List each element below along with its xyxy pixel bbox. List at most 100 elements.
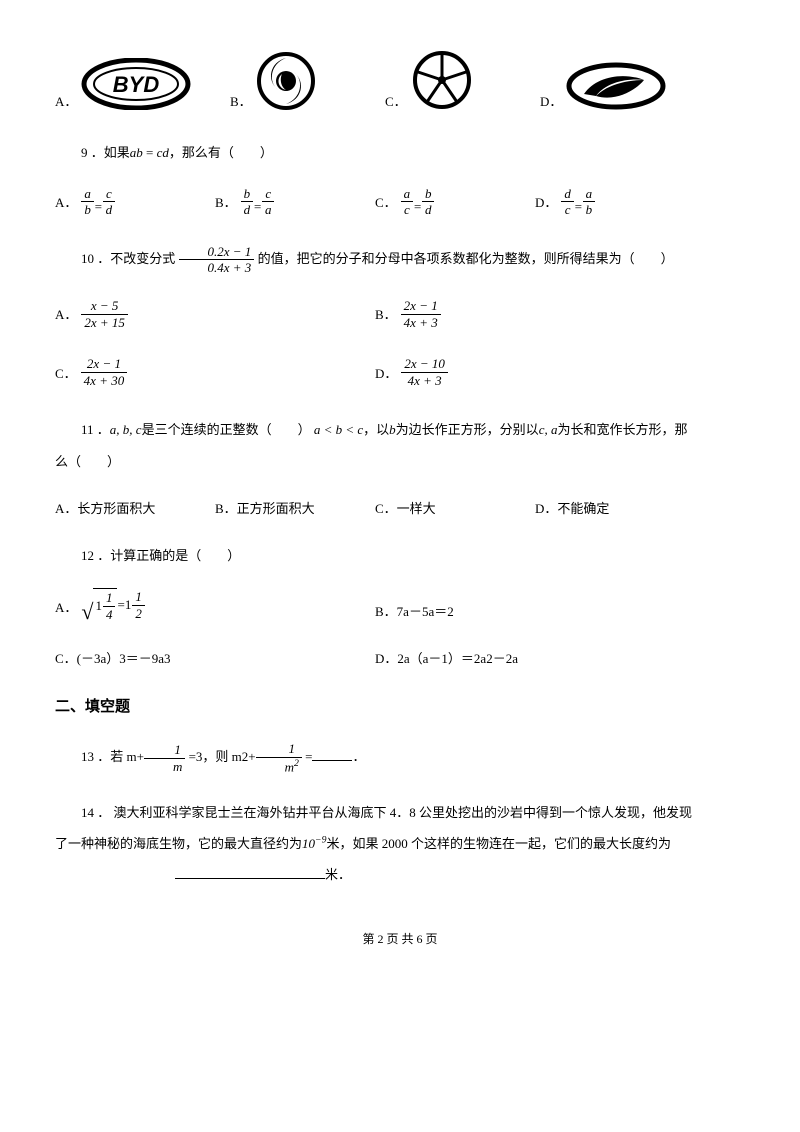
q9-a-num-r: c xyxy=(103,186,116,203)
q12-a-rwhole: 1 xyxy=(125,595,132,616)
section-2-heading: 二、填空题 xyxy=(55,695,745,719)
q12-stem: 12 ．计算正确的是（ ） xyxy=(55,546,745,567)
q9-a-num-l: a xyxy=(81,186,94,203)
q9-c-eq: = xyxy=(413,197,422,218)
q12-a-label: A． xyxy=(55,598,77,623)
q11-options: A．长方形面积大 B．正方形面积大 C．一样大 D．不能确定 xyxy=(55,499,745,520)
q9-stem-prefix: 9 ．如果 xyxy=(81,145,130,160)
q12-a-sden: 4 xyxy=(103,607,116,623)
q9-d-den-l: c xyxy=(561,202,574,218)
q14-exp-base: 10 xyxy=(302,836,315,851)
q10-options-row2: C． 2x − 14x + 30 D． 2x − 104x + 3 xyxy=(55,356,745,388)
q11-opt-c: C．一样大 xyxy=(375,499,436,520)
q9-eq-rhs: cd xyxy=(157,145,169,160)
q12-a-expr: √ 114 = 112 xyxy=(81,588,144,622)
q9-b-den-l: d xyxy=(241,202,254,218)
q12-options-row1: A． √ 114 = 112 B．7a－5a＝2 xyxy=(55,588,745,622)
q8-opt-c-label: C． xyxy=(385,92,407,117)
q10-a-num: x − 5 xyxy=(81,298,128,315)
q11-ca: c, a xyxy=(539,422,558,437)
star-wheel-logo-icon xyxy=(411,50,473,117)
q10-a-den: 2x + 15 xyxy=(81,315,128,331)
q11-ineq: a < b < c xyxy=(314,422,363,437)
swirl-logo-icon xyxy=(256,52,316,117)
q13-p1: 13 ．若 m+ xyxy=(81,749,144,764)
q13-f2num: 1 xyxy=(256,741,302,758)
q9-d-eq: = xyxy=(574,197,583,218)
q9-b-label: B． xyxy=(215,193,237,218)
q13-blank xyxy=(312,747,352,761)
q12-a-rnum: 1 xyxy=(132,589,145,606)
q11-opt-b: B．正方形面积大 xyxy=(215,499,315,520)
q9-b-num-l: b xyxy=(241,186,254,203)
q11-p6: 么（ ） xyxy=(55,454,120,469)
q14-p1: 14 ． 澳大利亚科学家昆士兰在海外钻井平台从海底下 4．8 公里处挖出的沙岩中… xyxy=(81,805,692,820)
q10-options-row1: A． x − 52x + 15 B． 2x − 14x + 3 xyxy=(55,298,745,330)
q12-opt-c: C．(－3a）3＝－9a3 xyxy=(55,649,171,670)
q10-b-num: 2x − 1 xyxy=(401,298,441,315)
q10-d-den: 4x + 3 xyxy=(401,373,448,389)
q14-exp-pow: −9 xyxy=(315,835,326,846)
q9-a-eq: = xyxy=(94,197,103,218)
q9-c-den-r: d xyxy=(422,202,435,218)
q10-c-num: 2x − 1 xyxy=(81,356,128,373)
q12-a-rden: 2 xyxy=(132,606,145,622)
q9-c-den-l: c xyxy=(401,202,414,218)
q13-p4: ． xyxy=(352,749,365,764)
q10-c-label: C． xyxy=(55,364,77,389)
q10-stem-prefix: 10 ．不改变分式 xyxy=(81,251,175,266)
q12-a-lwhole: 1 xyxy=(95,596,102,617)
q11-opt-d: D．不能确定 xyxy=(535,499,609,520)
q13-f1den: m xyxy=(144,759,185,775)
q8-opt-b-label: B． xyxy=(230,92,252,117)
q11-p4: 为边长作正方形，分别以 xyxy=(396,422,539,437)
q9-eq-sign: = xyxy=(143,145,157,160)
q10-a-label: A． xyxy=(55,305,77,330)
q10-stem-num: 0.2x − 1 xyxy=(179,244,255,261)
q10-stem-suffix: 的值，把它的分子和分母中各项系数都化为整数，则所得结果为（ ） xyxy=(258,251,674,266)
q11-stem: 11 ．a, b, c是三个连续的正整数（ ） a < b < c，以b为边长作… xyxy=(55,414,745,476)
q11-p3: ，以 xyxy=(363,422,389,437)
q14-stem: 14 ． 澳大利亚科学家昆士兰在海外钻井平台从海底下 4．8 公里处挖出的沙岩中… xyxy=(55,797,745,891)
q9-b-den-r: a xyxy=(262,202,275,218)
q9-stem: 9 ．如果ab = cd，那么有（ ） xyxy=(55,143,745,164)
q9-a-den-l: b xyxy=(81,202,94,218)
q14-exp: 10−9 xyxy=(302,836,326,851)
q14-p3: 米，如果 2000 个这样的生物连在一起，它们的最大长度约为 xyxy=(326,836,671,851)
q14-p2: 了一种神秘的海底生物，它的最大直径约为 xyxy=(55,836,302,851)
q13-p3: = xyxy=(302,749,313,764)
q9-d-num-r: a xyxy=(583,186,596,203)
q9-b-eq: = xyxy=(253,197,262,218)
oval-wing-logo-icon xyxy=(566,62,666,117)
q11-p2: 是三个连续的正整数（ ） xyxy=(142,422,311,437)
q9-a-label: A． xyxy=(55,193,77,218)
q12-stem-text: 12 ．计算正确的是（ ） xyxy=(81,548,240,563)
q13-stem: 13 ．若 m+1m =3，则 m2+1m2 =． xyxy=(55,741,745,775)
q11-abc: a, b, c xyxy=(110,422,142,437)
q9-c-num-r: b xyxy=(422,186,435,203)
q11-p5: 为长和宽作长方形，那 xyxy=(557,422,687,437)
q10-stem-den: 0.4x + 3 xyxy=(179,260,255,276)
q8-opt-d-label: D． xyxy=(540,92,562,117)
q9-d-den-r: b xyxy=(583,202,596,218)
q8-options: A． BYD B． C． xyxy=(55,50,745,117)
q14-blank xyxy=(175,865,325,879)
q14-p4: 米． xyxy=(325,867,351,882)
byd-logo-icon: BYD xyxy=(81,58,191,117)
q12-a-snum: 1 xyxy=(103,590,116,607)
q9-d-label: D． xyxy=(535,193,557,218)
q9-a-den-r: d xyxy=(103,202,116,218)
q10-d-num: 2x − 10 xyxy=(401,356,448,373)
q12-opt-b: B．7a－5a＝2 xyxy=(375,602,454,623)
q12-options-row2: C．(－3a）3＝－9a3 D．2a（a－1）＝2a2－2a xyxy=(55,649,745,670)
q10-stem: 10 ．不改变分式 0.2x − 10.4x + 3 的值，把它的分子和分母中各… xyxy=(55,244,745,276)
q9-b-num-r: c xyxy=(262,186,275,203)
q10-d-label: D． xyxy=(375,364,397,389)
q13-p2: =3，则 m2+ xyxy=(185,749,255,764)
q9-eq-lhs: ab xyxy=(130,145,143,160)
q9-stem-suffix: ，那么有（ ） xyxy=(169,145,273,160)
q11-opt-a: A．长方形面积大 xyxy=(55,499,155,520)
q10-b-label: B． xyxy=(375,305,397,330)
q11-p1: 11 ． xyxy=(81,422,110,437)
q8-opt-a-label: A． xyxy=(55,92,77,117)
